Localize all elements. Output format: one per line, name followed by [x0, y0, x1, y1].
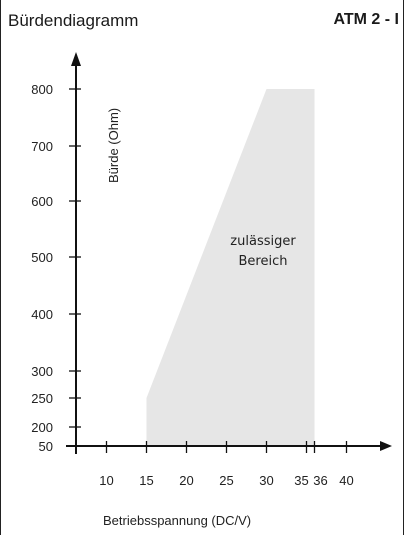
y-tick-label-300: 300: [31, 364, 53, 379]
model-label: ATM 2 - I: [333, 11, 399, 28]
y-tick-label-400: 400: [31, 307, 53, 322]
y-tick-label-700: 700: [31, 139, 53, 154]
x-tick-label-10: 10: [99, 473, 113, 488]
y-tick-label-600: 600: [31, 194, 53, 209]
y-axis-arrow: [71, 52, 81, 66]
x-axis-arrow: [380, 441, 392, 451]
x-tick-label-15: 15: [139, 473, 153, 488]
x-tick-label-40: 40: [339, 473, 353, 488]
y-tick-label-800: 800: [31, 82, 53, 97]
x-tick-label-36: 36: [313, 473, 327, 488]
area-layer: [146, 89, 315, 446]
x-tick-label-25: 25: [219, 473, 233, 488]
x-tick-label-35: 35: [294, 473, 308, 488]
x-tick-label-20: 20: [179, 473, 193, 488]
y-tick-label-500: 500: [31, 250, 53, 265]
axes-layer: 50 200 250 300 400 500 600 700 800 10 15 20 25 30 35 36…: [31, 52, 392, 488]
x-tick-label-30: 30: [259, 473, 273, 488]
annotation-line-2: Bereich: [239, 254, 288, 269]
chart-title: Bürdendiagramm: [8, 11, 139, 30]
area-zulaessiger-bereich: [146, 89, 315, 446]
y-tick-label-250: 250: [31, 391, 53, 406]
annotation-line-1: zulässiger: [230, 234, 296, 249]
y-tick-label-200: 200: [31, 420, 53, 435]
y-axis-label: Bürde (Ohm): [106, 108, 121, 183]
y-tick-label-50: 50: [39, 439, 53, 454]
x-axis-label: Betriebsspannung (DC/V): [103, 513, 251, 528]
